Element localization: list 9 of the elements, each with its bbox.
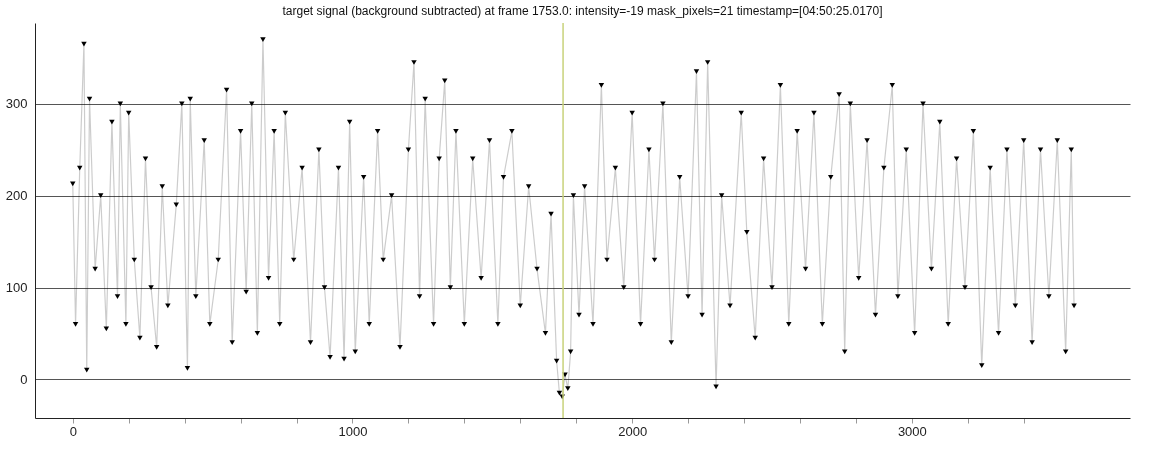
x-tick-label: 2000	[618, 423, 648, 439]
y-tick-label: 100	[5, 280, 28, 296]
y-tick-label: 0	[20, 371, 28, 387]
x-tick-label: 0	[69, 423, 77, 439]
y-tick-label: 300	[5, 96, 28, 112]
chart-title: target signal (background subtracted) at frame 1753.0: intensity=-19 mask_pixels=21 timestamp=[04:50:25.0170]	[282, 4, 883, 19]
y-tick-label: 200	[5, 188, 28, 204]
x-tick-label: 1000	[338, 423, 368, 439]
x-tick-label: 3000	[897, 423, 927, 439]
